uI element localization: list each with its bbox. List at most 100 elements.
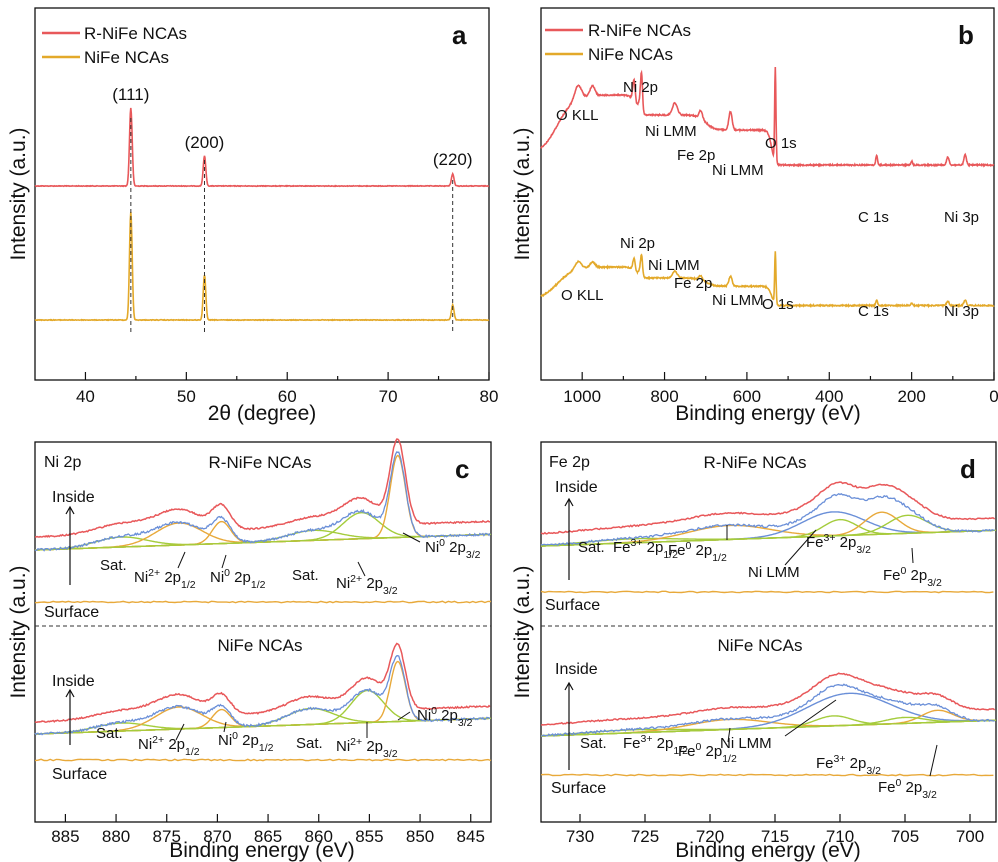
panel-d-letter: d <box>960 454 976 484</box>
series-line-r-nife <box>540 66 995 168</box>
x-tick-label: 50 <box>177 387 196 406</box>
peak-label: Ni LMM <box>748 564 800 581</box>
panel-b-legend: R-NiFe NCAs NiFe NCAs <box>545 21 691 64</box>
panel-d-ticks: 730 725 720 715 710 705 700 <box>566 814 984 846</box>
peak-label: Fe0 2p1/2 <box>668 540 727 564</box>
peak-label: Ni0 2p1/2 <box>210 567 266 591</box>
peak-label: Fe0 2p3/2 <box>878 777 937 801</box>
x-tick-label: 885 <box>51 827 79 846</box>
x-tick-label: 845 <box>457 827 485 846</box>
panel-d-top-surface: Surface <box>545 597 600 614</box>
pointer-arrow <box>397 711 411 721</box>
raw-spectrum-line <box>540 672 996 726</box>
panel-d-plot <box>540 481 997 777</box>
panel-a-ticks: 40 50 60 70 80 <box>76 372 498 406</box>
panel-b-ticks: 1000 800 600 400 200 0 <box>563 372 998 406</box>
panel-c-bottom-title: NiFe NCAs <box>217 636 302 655</box>
depth-arrow-head <box>65 688 75 698</box>
depth-arrow-head <box>564 681 574 691</box>
pointer-arrow <box>177 551 186 569</box>
legend-label-r-nife: R-NiFe NCAs <box>84 24 187 43</box>
peak-label: Fe3+ 2p1/2 <box>613 537 678 561</box>
x-tick-label: 1000 <box>563 387 601 406</box>
x-tick-label: 710 <box>826 827 854 846</box>
peak-label: Fe0 2p1/2 <box>678 741 737 765</box>
x-tick-label: 800 <box>650 387 678 406</box>
x-tick-label: 400 <box>815 387 843 406</box>
panel-d-frame <box>540 441 997 823</box>
legend-label-nife: NiFe NCAs <box>588 45 673 64</box>
panel-d-xlabel: Binding energy (eV) <box>675 839 861 862</box>
peak-annotation: Ni 3p <box>944 209 979 226</box>
peak-label: Sat. <box>578 539 605 556</box>
surface-spectrum-line <box>540 590 994 594</box>
panel-c-top-surface: Surface <box>44 604 99 621</box>
panel-d-top-title: R-NiFe NCAs <box>704 453 807 472</box>
peak-annotation: O 1s <box>765 135 797 152</box>
pointer-arrow <box>221 554 227 569</box>
peak-annotation: Ni LMM <box>712 292 764 309</box>
peak-label: Ni0 2p3/2 <box>425 537 481 561</box>
panel-b-letter: b <box>958 20 974 50</box>
pointer-arrow <box>357 561 366 577</box>
peak-annotation: Ni LMM <box>648 257 700 274</box>
panel-c-ylabel: Intensity (a.u.) <box>7 565 30 698</box>
fit-component-line <box>541 514 995 547</box>
pointer-arrow <box>911 547 914 564</box>
panel-a: 40 50 60 70 80 (111) (200) (220) a R-NiFe NCAs… <box>7 7 498 425</box>
peak-annotation: Ni 2p <box>620 235 655 252</box>
x-tick-label: 870 <box>203 827 231 846</box>
pointer-arrow <box>929 744 938 777</box>
x-tick-label: 705 <box>891 827 919 846</box>
raw-spectrum-line <box>34 438 490 538</box>
panel-c-frame <box>34 441 492 823</box>
x-tick-label: 715 <box>761 827 789 846</box>
surface-spectrum-line <box>34 758 492 762</box>
x-tick-label: 725 <box>631 827 659 846</box>
background-line <box>34 717 492 735</box>
x-tick-label: 730 <box>566 827 594 846</box>
peak-label: Ni2+ 2p1/2 <box>134 567 196 591</box>
peak-annotation: Fe 2p <box>677 147 715 164</box>
depth-arrow-head <box>65 505 75 515</box>
peak-annotation: O KLL <box>556 107 599 124</box>
panel-c-top-inside: Inside <box>52 489 95 506</box>
raw-spectrum-line <box>34 642 491 724</box>
raw-spectrum-line <box>540 481 996 535</box>
panel-a-legend: R-NiFe NCAs NiFe NCAs <box>42 24 187 67</box>
envelope-line <box>540 493 995 546</box>
panel-c: 885 880 875 870 865 860 855 850 845 Sat. Ni2+ 2p1… <box>7 438 492 862</box>
x-tick-label: 80 <box>480 387 499 406</box>
peak-annotation: Ni 2p <box>623 79 658 96</box>
envelope-line <box>34 655 491 736</box>
x-tick-label: 40 <box>76 387 95 406</box>
panel-b-ylabel: Intensity (a.u.) <box>511 127 534 260</box>
panel-c-title: Ni 2p <box>44 454 81 471</box>
peak-label: Ni0 2p3/2 <box>417 705 473 729</box>
x-tick-label: 855 <box>355 827 383 846</box>
panel-c-xlabel: Binding energy (eV) <box>169 839 355 862</box>
x-tick-label: 860 <box>305 827 333 846</box>
panel-d-title: Fe 2p <box>549 454 590 471</box>
peak-label: Fe3+ 2p3/2 <box>806 532 871 556</box>
peak-label: (220) <box>433 150 473 169</box>
panel-b-plot <box>540 66 995 309</box>
peak-label: Sat. <box>580 735 607 752</box>
x-tick-label: 600 <box>733 387 761 406</box>
peak-label: Fe3+ 2p3/2 <box>816 753 881 777</box>
peak-label: (111) <box>112 85 149 104</box>
panel-d-top-inside: Inside <box>555 479 598 496</box>
peak-annotation: Ni LMM <box>645 123 697 140</box>
envelope-line <box>34 451 491 552</box>
peak-label: Ni2+ 2p3/2 <box>336 573 398 597</box>
surface-spectrum-line <box>540 773 994 777</box>
peak-label: Ni2+ 2p1/2 <box>138 734 200 758</box>
x-tick-label: 850 <box>406 827 434 846</box>
peak-label: Ni0 2p1/2 <box>218 730 274 754</box>
pointer-arrow <box>784 529 817 566</box>
panel-d-bottom-surface: Surface <box>551 780 606 797</box>
peak-label: Ni LMM <box>720 735 772 752</box>
panel-d-bottom-title: NiFe NCAs <box>717 636 802 655</box>
peak-annotation: O KLL <box>561 287 604 304</box>
